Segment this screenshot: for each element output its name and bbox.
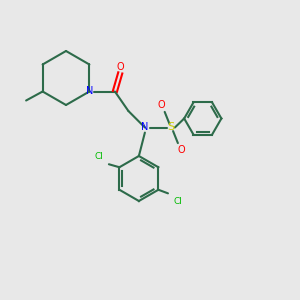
Text: O: O <box>177 145 185 155</box>
Text: Cl: Cl <box>95 152 104 161</box>
Text: N: N <box>86 86 93 97</box>
Text: Cl: Cl <box>173 197 182 206</box>
Text: O: O <box>116 62 124 72</box>
Text: O: O <box>158 100 166 110</box>
Text: S: S <box>168 122 175 133</box>
Text: N: N <box>141 122 148 133</box>
